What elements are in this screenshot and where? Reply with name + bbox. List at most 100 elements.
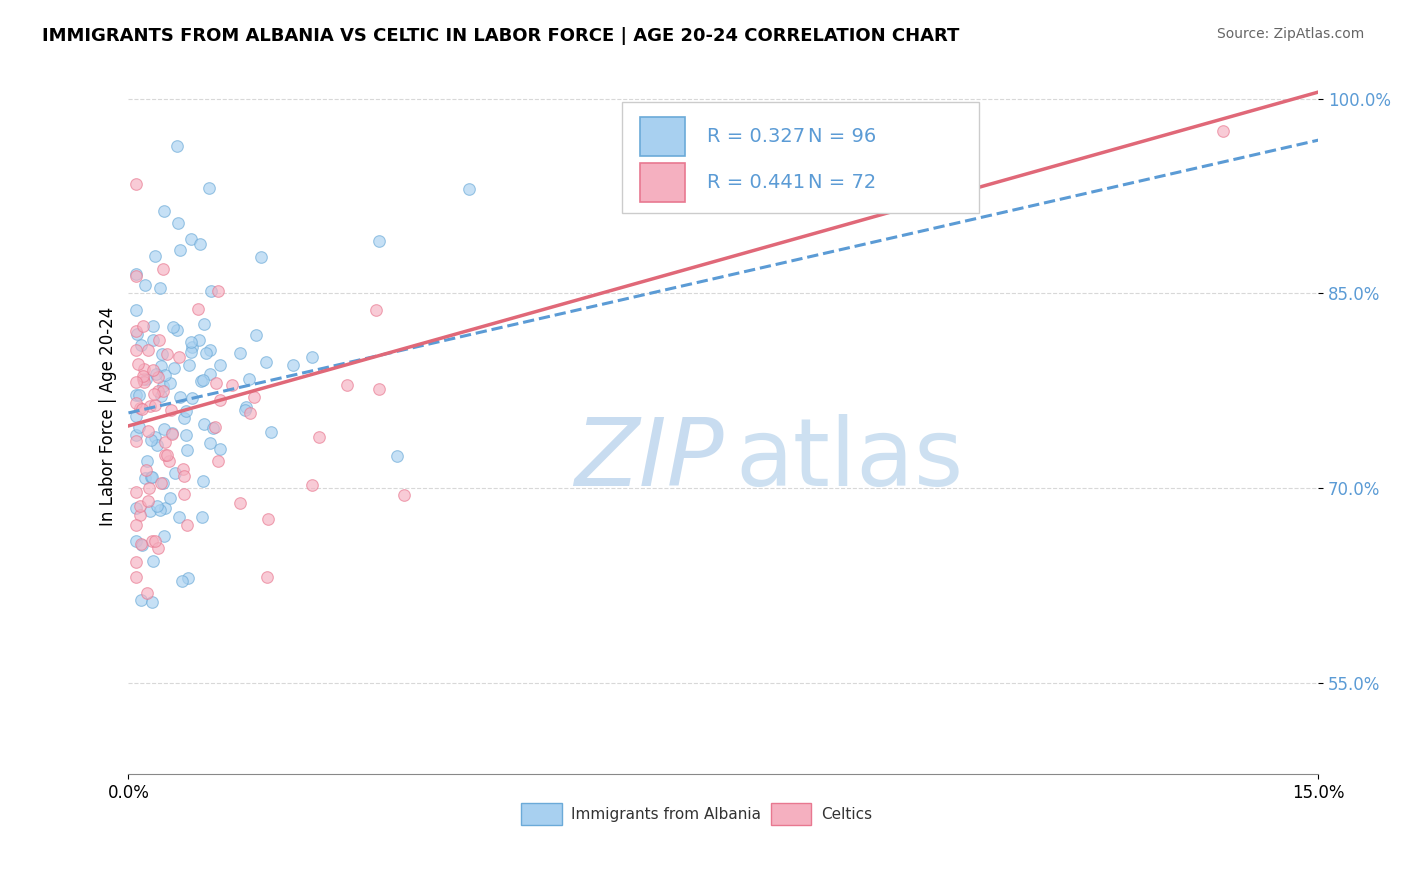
Point — [173, 468, 195, 483]
Point — [125, 324, 148, 338]
Text: Source: ZipAtlas.com: Source: ZipAtlas.com — [1216, 27, 1364, 41]
Point — [132, 319, 155, 334]
Point — [336, 378, 359, 392]
Point — [156, 448, 179, 462]
Point — [131, 401, 153, 416]
Point — [128, 388, 150, 402]
Point — [177, 571, 200, 585]
Point — [129, 499, 152, 513]
Point — [160, 426, 183, 441]
Point — [149, 359, 172, 373]
Point — [125, 177, 148, 191]
Point — [200, 284, 222, 298]
Point — [204, 376, 226, 391]
Point — [125, 327, 148, 342]
Point — [146, 370, 169, 384]
Point — [157, 454, 180, 468]
Point — [256, 512, 278, 526]
Point — [125, 484, 148, 499]
Y-axis label: In Labor Force | Age 20-24: In Labor Force | Age 20-24 — [100, 307, 117, 526]
Point — [153, 500, 176, 515]
Point — [153, 368, 176, 382]
Point — [135, 371, 157, 385]
Point — [134, 471, 156, 485]
Point — [132, 375, 155, 389]
Point — [204, 420, 226, 434]
Point — [152, 347, 174, 361]
Point — [143, 398, 166, 412]
Point — [188, 236, 211, 251]
Point — [190, 510, 212, 524]
Point — [138, 424, 160, 438]
Point — [125, 268, 148, 283]
Point — [125, 570, 148, 584]
Point — [125, 534, 148, 549]
Point — [193, 417, 215, 431]
Point — [136, 343, 159, 357]
Point — [138, 481, 160, 495]
Point — [172, 574, 194, 588]
Point — [149, 503, 172, 517]
Point — [281, 358, 304, 372]
Point — [166, 139, 188, 153]
Point — [150, 476, 173, 491]
Point — [173, 487, 195, 501]
Point — [368, 383, 391, 397]
Point — [148, 333, 170, 347]
Point — [148, 384, 170, 398]
Point — [200, 367, 222, 381]
Point — [125, 500, 148, 515]
Point — [194, 346, 217, 360]
Point — [208, 358, 231, 372]
Point — [172, 462, 194, 476]
Point — [135, 463, 157, 477]
Point — [308, 429, 330, 443]
Point — [159, 491, 181, 505]
Point — [209, 392, 232, 407]
FancyBboxPatch shape — [770, 803, 811, 825]
Point — [141, 595, 163, 609]
Text: atlas: atlas — [735, 414, 963, 506]
Text: N = 72: N = 72 — [808, 173, 876, 193]
Point — [207, 284, 229, 298]
FancyBboxPatch shape — [640, 117, 685, 156]
Point — [254, 355, 277, 369]
Point — [149, 281, 172, 295]
Point — [142, 386, 165, 401]
Point — [129, 338, 152, 352]
Point — [169, 390, 191, 404]
Point — [134, 278, 156, 293]
Point — [128, 419, 150, 434]
Point — [146, 438, 169, 452]
Point — [139, 504, 162, 518]
Point — [125, 555, 148, 569]
Point — [173, 411, 195, 425]
Point — [155, 448, 177, 462]
Point — [180, 340, 202, 354]
Point — [125, 268, 148, 282]
Point — [256, 570, 278, 584]
Point — [259, 425, 281, 439]
Text: Immigrants from Albania: Immigrants from Albania — [571, 806, 761, 822]
Point — [235, 403, 257, 417]
Point — [125, 396, 148, 410]
Point — [141, 470, 163, 484]
Text: ZIP: ZIP — [574, 414, 723, 505]
Point — [139, 470, 162, 484]
Point — [142, 318, 165, 333]
FancyBboxPatch shape — [522, 803, 561, 825]
Point — [127, 357, 149, 371]
Text: IMMIGRANTS FROM ALBANIA VS CELTIC IN LABOR FORCE | AGE 20-24 CORRELATION CHART: IMMIGRANTS FROM ALBANIA VS CELTIC IN LAB… — [42, 27, 959, 45]
Point — [159, 376, 181, 391]
Point — [190, 374, 212, 388]
Point — [174, 404, 197, 418]
Point — [301, 477, 323, 491]
Point — [176, 443, 198, 458]
Point — [152, 475, 174, 490]
Point — [180, 344, 202, 359]
Point — [141, 433, 163, 447]
Point — [135, 454, 157, 468]
Point — [139, 400, 162, 414]
Point — [141, 534, 163, 549]
Point — [142, 363, 165, 377]
